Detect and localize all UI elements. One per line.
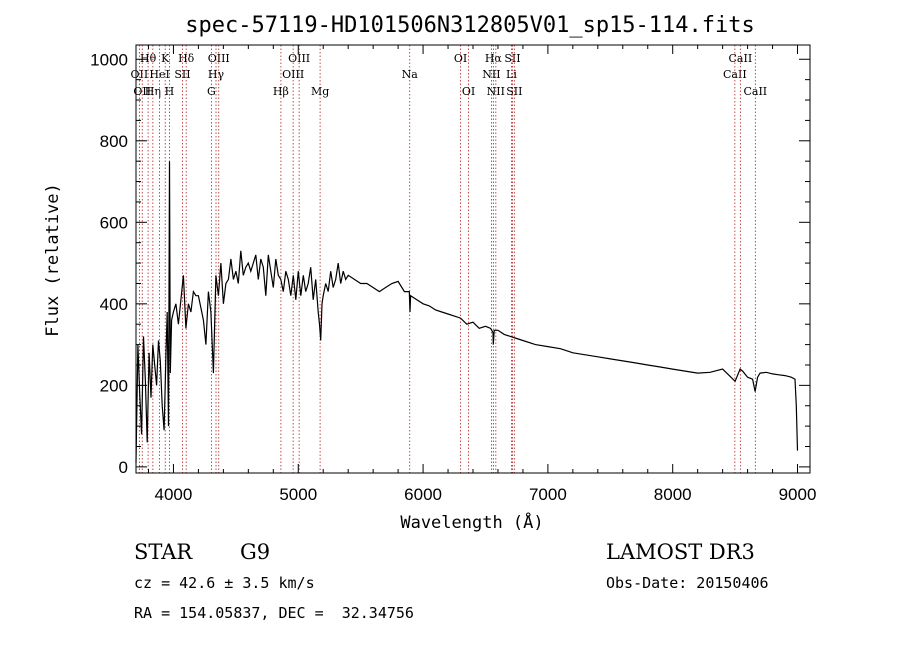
x-tick-label: 5000 [279, 485, 317, 504]
spectral-line-label: SII [174, 68, 190, 81]
spectral-line-label: CaII [729, 52, 753, 65]
redshift-cz: cz = 42.6 ± 3.5 km/s [134, 574, 315, 592]
spectral-line-label: Li [506, 68, 517, 81]
y-tick-label: 0 [119, 458, 128, 477]
spectral-line-label: NII [482, 68, 500, 81]
spectral-line-label: OIII [288, 52, 310, 65]
x-tick-label: 9000 [779, 485, 817, 504]
coordinates: RA = 154.05837, DEC = 32.34756 [134, 604, 414, 622]
spectral-line-label: Hη [145, 85, 161, 98]
chart-title: spec-57119-HD101506N312805V01_sp15-114.f… [185, 13, 755, 38]
spectral-line-label: OIII [208, 52, 230, 65]
spectral-line-label: OI [462, 85, 475, 98]
survey-name: LAMOST DR3 [606, 540, 755, 564]
spectral-line-label: OII [133, 85, 151, 98]
spectral-line-label: G [207, 85, 216, 98]
spectral-line-label: Hα [485, 52, 503, 65]
spectral-line-label: Hγ [208, 68, 225, 81]
spectral-line-label: K [161, 52, 170, 65]
object-subclass: G9 [240, 540, 271, 564]
plot-frame [135, 44, 811, 474]
x-tick-label: 4000 [155, 485, 193, 504]
spectral-line-label: OII [131, 68, 149, 81]
y-tick-label: 200 [100, 376, 128, 395]
y-axis-label: Flux (relative) [43, 183, 63, 337]
spectral-line-label: H [165, 85, 175, 98]
spectral-line-label: Hδ [178, 52, 195, 65]
spectrum-line [135, 161, 799, 463]
spectral-line-label: SII [504, 52, 520, 65]
spectral-line-label: CaII [743, 85, 767, 98]
observation-date: Obs-Date: 20150406 [606, 574, 769, 592]
x-tick-label: 6000 [404, 485, 442, 504]
x-axis-label: Wavelength (Å) [400, 511, 543, 533]
spectral-line-label: Hθ [140, 52, 157, 65]
spectral-line-label: Hβ [273, 85, 289, 98]
object-class: STAR [134, 540, 193, 564]
spectral-line-label: OIII [282, 68, 304, 81]
spectral-line-label: OI [454, 52, 467, 65]
spectral-line-label: NII [487, 85, 505, 98]
spectral-line-label: CaII [723, 68, 747, 81]
x-tick-label: 8000 [654, 485, 692, 504]
y-tick-label: 1000 [90, 50, 128, 69]
axes: 4000 5000 6000 7000 8000 9000 0 200 400 600 800 100… [90, 45, 816, 504]
spectral-line-markers: OII OII Hθ Hη HeI K H SII Hδ G Hγ OIII Hβ OIII OIII Mg N… [131, 45, 767, 473]
y-tick-label: 600 [100, 213, 128, 232]
x-tick-label: 7000 [529, 485, 567, 504]
spectral-line-label: Mg [311, 85, 329, 98]
y-tick-label: 400 [100, 295, 128, 314]
spectral-line-label: SII [506, 85, 522, 98]
spectral-line-label: Na [402, 68, 419, 81]
y-tick-label: 800 [100, 132, 128, 151]
spectral-line-label: HeI [149, 68, 169, 81]
